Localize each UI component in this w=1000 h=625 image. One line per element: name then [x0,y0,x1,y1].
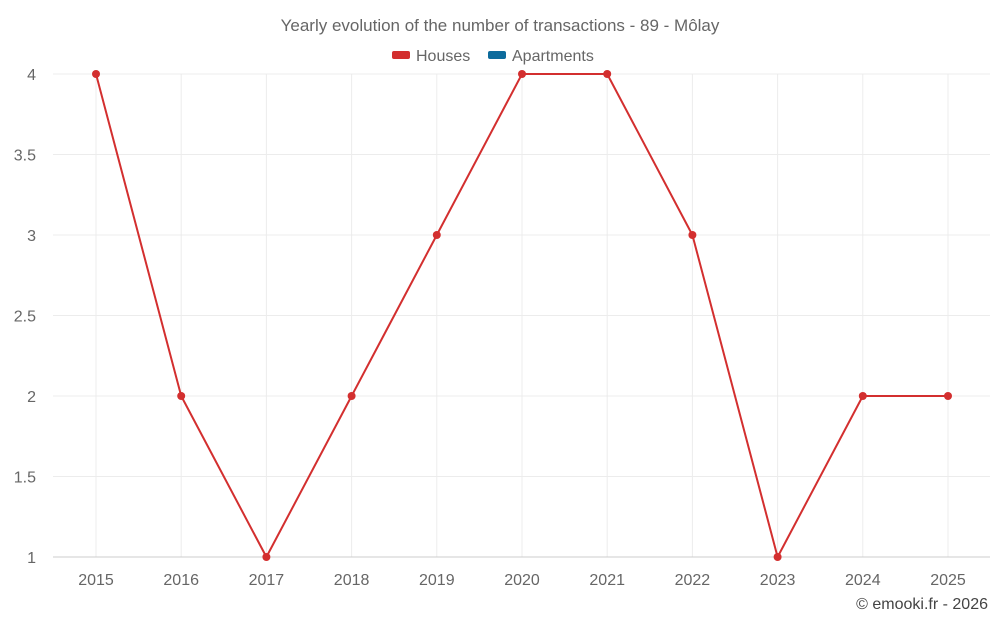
x-tick-label: 2017 [249,572,285,589]
data-point-houses[interactable] [347,392,356,400]
y-tick-label: 2.5 [14,309,36,326]
data-point-houses[interactable] [177,392,186,400]
x-axis-ticks: 2015 2016 2017 2018 2019 2020 2021 2022 2023 2024… [78,572,966,589]
legend-label-apartments: Apartments [512,48,594,65]
y-tick-label: 4 [27,67,36,84]
x-tick-label: 2024 [845,572,881,589]
data-point-houses[interactable] [858,392,867,400]
data-point-houses[interactable] [603,70,612,78]
data-point-houses[interactable] [518,70,526,78]
data-point-houses[interactable] [92,70,100,78]
x-tick-label: 2025 [930,572,966,589]
data-point-houses[interactable] [773,553,782,561]
x-tick-label: 2019 [419,572,455,589]
legend-swatch-houses [392,51,410,59]
x-tick-label: 2023 [760,572,796,589]
data-point-houses[interactable] [262,553,271,561]
credit: © emooki.fr - 2026 [856,596,988,613]
y-tick-label: 1.5 [14,470,36,487]
x-tick-label: 2015 [78,572,114,589]
chart-title: Yearly evolution of the number of transa… [281,16,720,35]
y-tick-label: 3 [27,228,36,245]
y-tick-label: 3.5 [14,148,36,165]
series-houses [92,70,952,561]
legend-item-houses[interactable]: Houses [392,48,470,65]
legend: Houses Apartments [392,48,594,65]
data-point-houses[interactable] [944,392,952,400]
data-point-houses[interactable] [432,231,441,239]
x-tick-label: 2021 [589,572,625,589]
y-tick-label: 1 [27,550,36,567]
data-point-houses[interactable] [688,231,697,239]
legend-item-apartments[interactable]: Apartments [488,48,594,65]
legend-label-houses: Houses [416,48,470,65]
legend-swatch-apartments [488,51,506,59]
x-tick-label: 2016 [163,572,199,589]
y-axis-ticks: 1 1.5 2 2.5 3 3.5 4 [14,67,36,567]
x-tick-label: 2022 [675,572,711,589]
gridlines [53,73,990,557]
x-tick-label: 2020 [504,572,540,589]
x-tick-label: 2018 [334,572,370,589]
y-tick-label: 2 [27,389,36,406]
